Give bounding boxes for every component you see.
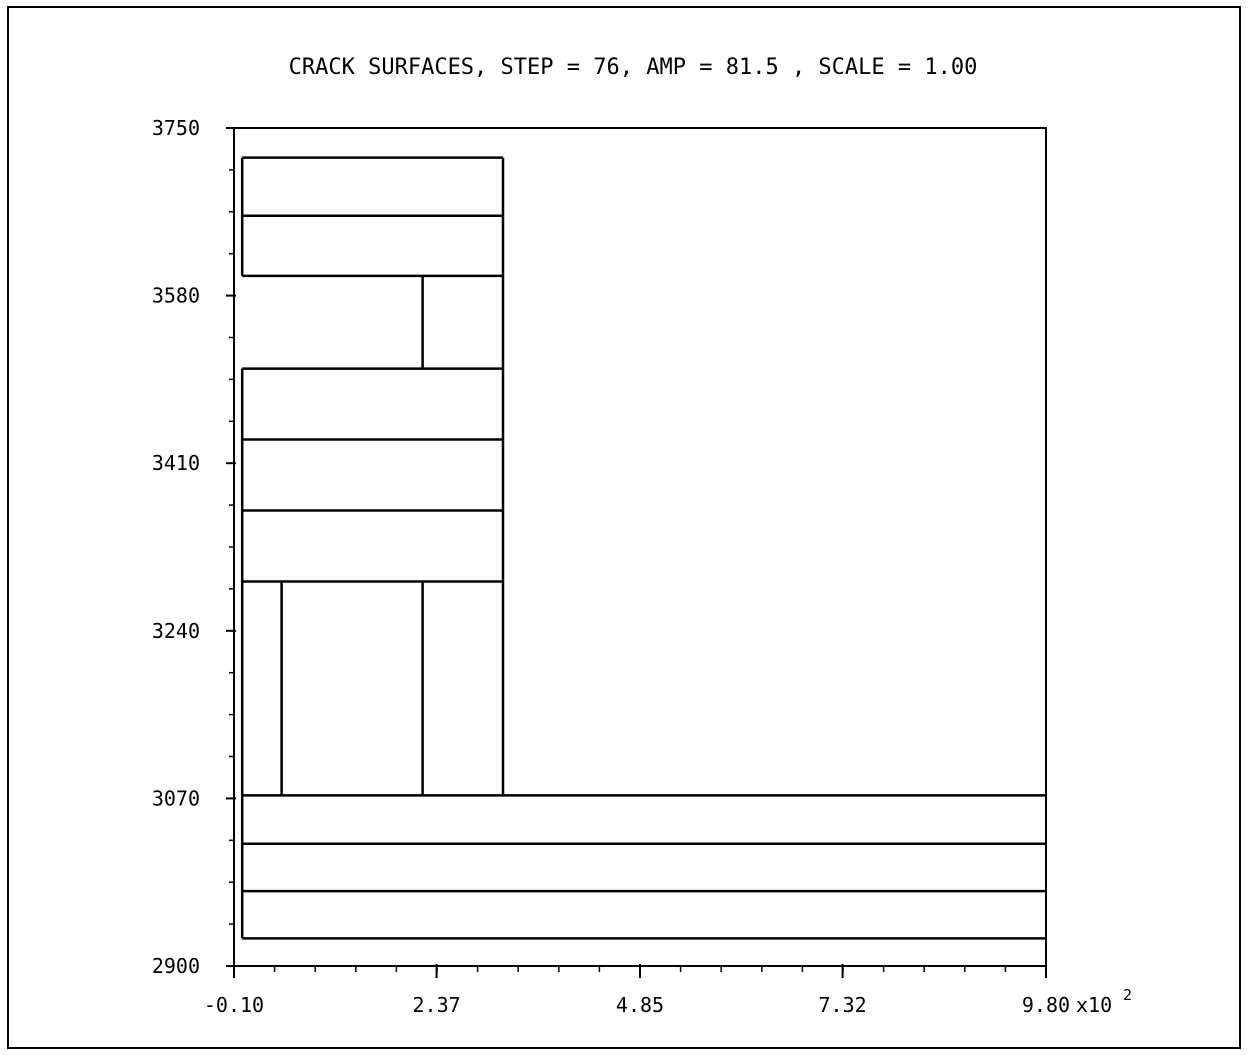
x-tick-label-3: 7.32 bbox=[819, 993, 867, 1017]
y-tick-label-5: 3750 bbox=[152, 116, 200, 140]
tick-labels: 2900 3070 3240 3410 3580 3750 -0.10 2.37 4.85 7.3… bbox=[152, 116, 1070, 1017]
axis-ticks bbox=[226, 127, 1047, 978]
x-tick-label-2: 4.85 bbox=[616, 993, 664, 1017]
y-tick-label-2: 3240 bbox=[152, 619, 200, 643]
x-axis-exponent-label: x10 bbox=[1076, 993, 1112, 1017]
figure-frame bbox=[7, 6, 1241, 1049]
plot-area-border bbox=[233, 127, 1047, 967]
chart-title: CRACK SURFACES, STEP = 76, AMP = 81.5 , … bbox=[289, 55, 978, 80]
y-tick-label-3: 3410 bbox=[152, 451, 200, 475]
x-tick-label-4: 9.80 bbox=[1022, 993, 1070, 1017]
x-tick-label-1: 2.37 bbox=[413, 993, 461, 1017]
y-tick-label-4: 3580 bbox=[152, 284, 200, 308]
x-axis-exponent-power: 2 bbox=[1123, 986, 1132, 1004]
y-tick-label-1: 3070 bbox=[152, 786, 200, 810]
crack-segments bbox=[240, 156, 1046, 940]
x-tick-label-0: -0.10 bbox=[204, 993, 264, 1017]
y-tick-label-0: 2900 bbox=[152, 954, 200, 978]
